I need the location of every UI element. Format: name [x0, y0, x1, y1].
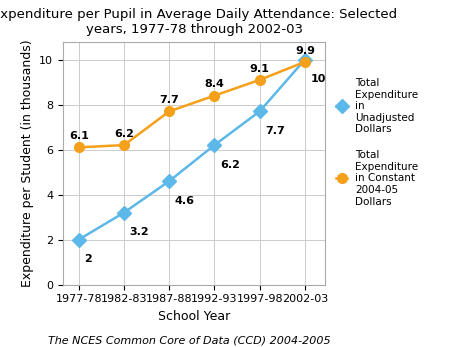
Total
Expenditure
in Constant
2004-05
Dollars [257, 78, 262, 82]
Text: 4.6: 4.6 [175, 196, 195, 206]
Total
Expenditure
in Constant
2004-05
Dollars [166, 109, 172, 113]
Text: 3.2: 3.2 [130, 227, 149, 237]
Text: 6.2: 6.2 [114, 129, 134, 139]
Total
Expenditure
in
Unadjusted
Dollars [166, 179, 172, 183]
Total
Expenditure
in Constant
2004-05
Dollars [302, 60, 308, 64]
Line: Total
Expenditure
in
Unadjusted
Dollars: Total Expenditure in Unadjusted Dollars [74, 55, 310, 244]
Total
Expenditure
in
Unadjusted
Dollars [212, 143, 217, 147]
Text: 2: 2 [84, 254, 92, 264]
Legend: Total
Expenditure
in
Unadjusted
Dollars, Total
Expenditure
in Constant
2004-05
D: Total Expenditure in Unadjusted Dollars,… [334, 76, 420, 209]
Text: 6.1: 6.1 [69, 131, 89, 141]
Total
Expenditure
in Constant
2004-05
Dollars [122, 143, 127, 147]
Total
Expenditure
in Constant
2004-05
Dollars [212, 94, 217, 98]
Total
Expenditure
in
Unadjusted
Dollars [122, 211, 127, 215]
Text: 10: 10 [310, 74, 326, 84]
Total
Expenditure
in Constant
2004-05
Dollars [76, 145, 81, 150]
Total
Expenditure
in
Unadjusted
Dollars [257, 109, 262, 113]
Line: Total
Expenditure
in Constant
2004-05
Dollars: Total Expenditure in Constant 2004-05 Do… [74, 57, 310, 152]
Y-axis label: Expenditure per Student (in thousands): Expenditure per Student (in thousands) [21, 39, 34, 287]
Title: Expenditure per Pupil in Average Daily Attendance: Selected
years, 1977-78 throu: Expenditure per Pupil in Average Daily A… [0, 8, 397, 36]
Total
Expenditure
in
Unadjusted
Dollars [76, 237, 81, 242]
Text: 7.7: 7.7 [265, 126, 285, 136]
Text: 6.2: 6.2 [220, 160, 240, 170]
Text: 9.1: 9.1 [250, 64, 270, 74]
Text: 8.4: 8.4 [205, 79, 225, 89]
X-axis label: School Year: School Year [158, 310, 230, 323]
Text: The NCES Common Core of Data (CCD) 2004-2005: The NCES Common Core of Data (CCD) 2004-… [48, 336, 330, 346]
Text: 9.9: 9.9 [295, 45, 315, 56]
Total
Expenditure
in
Unadjusted
Dollars [302, 58, 308, 62]
Text: 7.7: 7.7 [159, 95, 179, 105]
